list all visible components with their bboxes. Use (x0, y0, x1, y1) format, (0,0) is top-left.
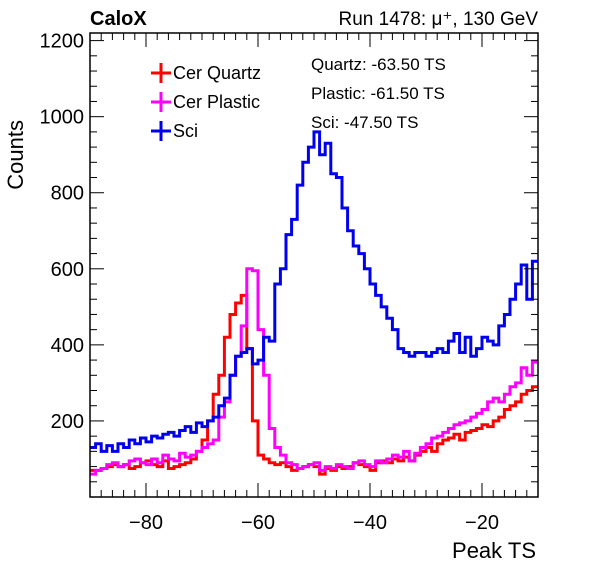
x-axis-title: Peak TS (452, 538, 536, 563)
annotation-sci: Sci: -47.50 TS (311, 113, 418, 132)
legend: Cer Quartz Cer Plastic Sci (151, 63, 261, 141)
y-axis-title: Counts (3, 120, 28, 190)
x-tick-label: −20 (465, 512, 499, 534)
series-layer (90, 130, 538, 476)
series-line-1 (90, 267, 538, 476)
chart-right-title: Run 1478: μ⁺, 130 GeV (339, 9, 539, 30)
annotation-quartz: Quartz: -63.50 TS (311, 55, 446, 74)
x-tick-label: −40 (353, 512, 387, 534)
series-line-2 (90, 130, 538, 453)
y-axis-ticks: 200 400 600 800 1000 1200 (40, 31, 538, 498)
y-tick-label: 1000 (40, 107, 85, 129)
y-tick-label: 200 (51, 411, 84, 433)
legend-label: Cer Plastic (173, 92, 260, 112)
series-line-0 (90, 293, 538, 476)
y-tick-label: 600 (51, 259, 84, 281)
legend-label: Cer Quartz (173, 63, 261, 83)
y-tick-label: 400 (51, 335, 84, 357)
legend-label: Sci (173, 121, 198, 141)
x-axis-ticks: −80 −60 −40 −20 (89, 33, 539, 534)
annotation-plastic: Plastic: -61.50 TS (311, 84, 445, 103)
x-tick-label: −80 (129, 512, 163, 534)
y-tick-label: 800 (51, 183, 84, 205)
y-tick-label: 1200 (40, 31, 85, 53)
annotations: Quartz: -63.50 TS Plastic: -61.50 TS Sci… (311, 55, 446, 132)
chart-left-title: CaloX (90, 8, 147, 30)
x-tick-label: −60 (241, 512, 275, 534)
